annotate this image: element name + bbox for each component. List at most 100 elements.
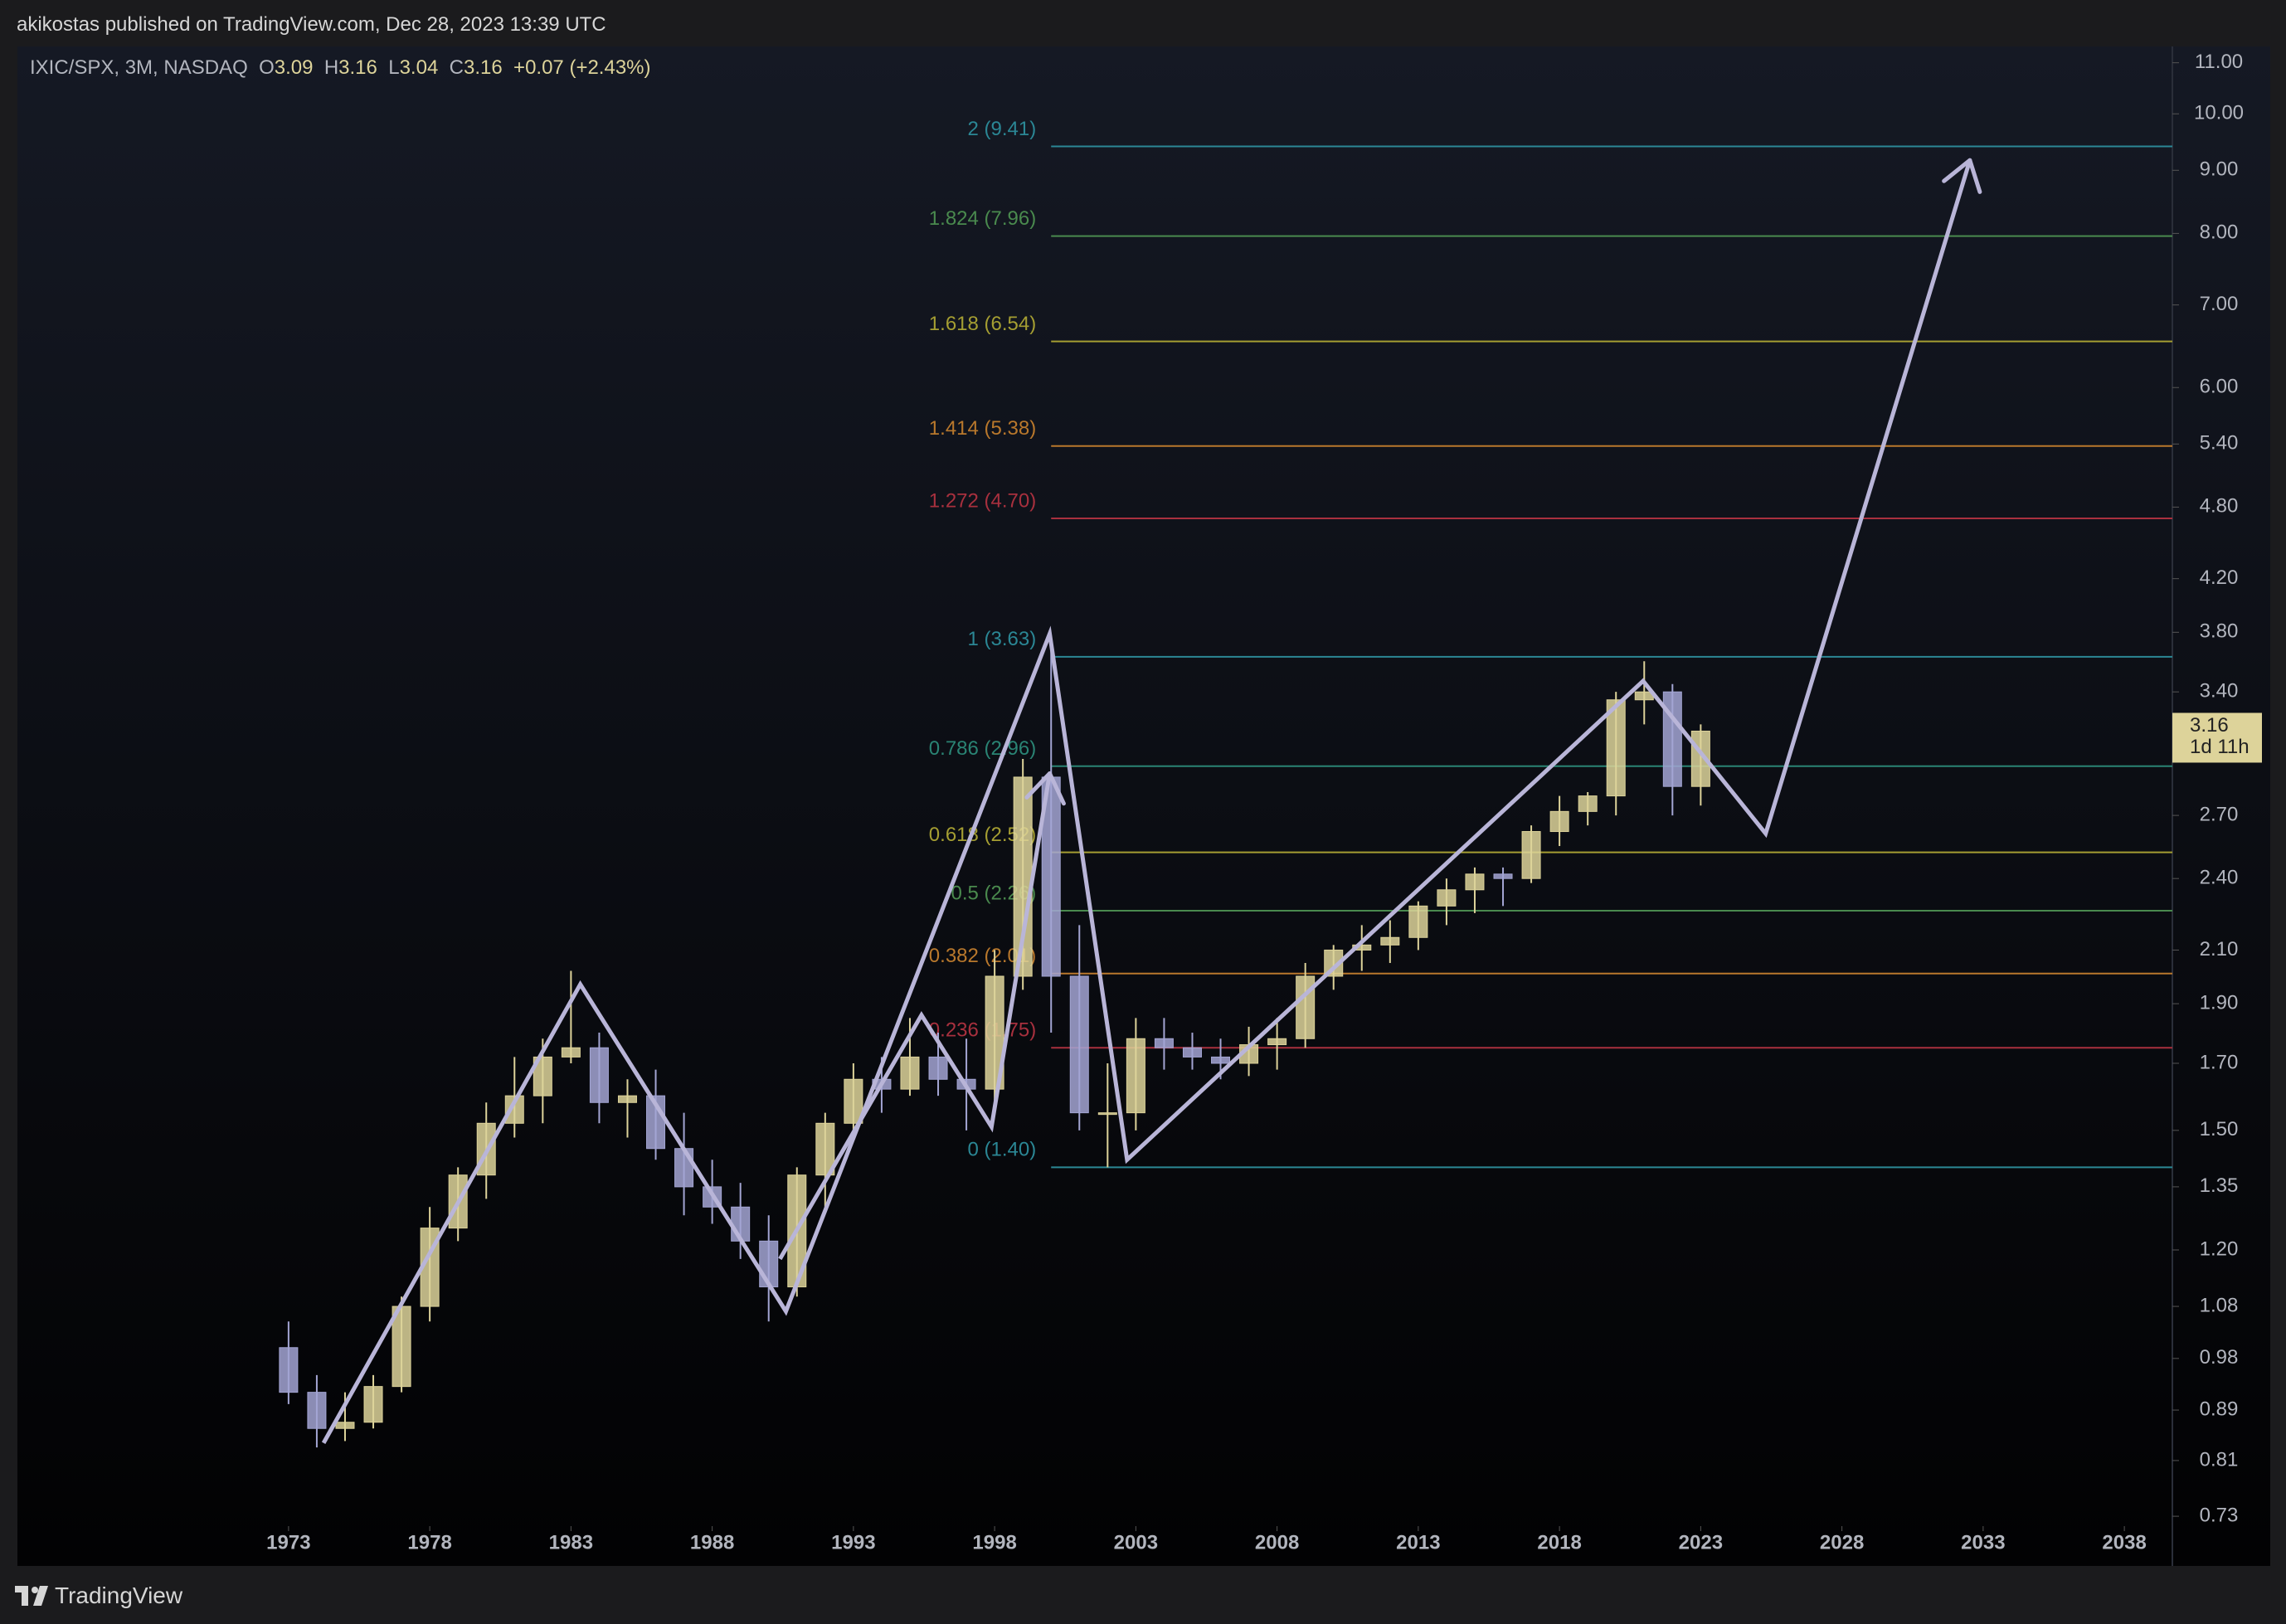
candle-body (1097, 1112, 1117, 1116)
candle-body (1549, 810, 1569, 833)
candle-body (1437, 889, 1457, 907)
x-tick-label: 2023 (1679, 1531, 1723, 1553)
x-tick-label: 1998 (972, 1531, 1016, 1553)
fib-level-label: 1.618 (6.54) (929, 313, 1036, 335)
legend: IXIC/SPX, 3M, NASDAQ O3.09 H3.16 L3.04 C… (30, 56, 651, 80)
x-tick-label: 2018 (1537, 1531, 1581, 1553)
candle-body (674, 1148, 694, 1188)
fib-level-label: 2 (9.41) (968, 118, 1037, 140)
y-tick-label: 5.40 (2200, 432, 2239, 455)
candle-body (928, 1056, 948, 1080)
x-tick-label: 1993 (831, 1531, 875, 1553)
candle-body (279, 1347, 299, 1393)
y-tick-label: 4.20 (2200, 566, 2239, 589)
candle-body (1408, 905, 1428, 938)
x-tick-label: 2028 (1820, 1531, 1864, 1553)
candle-body (1182, 1047, 1202, 1058)
candle-body (1069, 975, 1089, 1114)
y-tick-label: 1.08 (2200, 1294, 2239, 1316)
y-tick-label: 6.00 (2200, 376, 2239, 398)
y-tick-label: 0.81 (2200, 1448, 2239, 1471)
candle-body (561, 1047, 581, 1058)
y-tick-label: 0.73 (2200, 1504, 2239, 1526)
x-tick-label: 2038 (2102, 1531, 2146, 1553)
candle-body (533, 1056, 552, 1096)
candle-body (589, 1047, 609, 1103)
y-tick-label: 9.00 (2200, 158, 2239, 181)
x-tick-label: 2008 (1255, 1531, 1299, 1553)
legend-field-value: 3.04 (399, 56, 439, 79)
x-tick-label: 2003 (1114, 1531, 1158, 1553)
arrow-head (1024, 771, 1053, 800)
candle-body (1521, 831, 1541, 879)
countdown-label: 1d 11h (2190, 736, 2250, 758)
candle-body (1493, 873, 1513, 879)
arrow-head (1967, 158, 1982, 194)
legend-change-pct: (+2.43%) (569, 56, 651, 79)
brand-name: TradingView (55, 1583, 183, 1608)
legend-field-value: 3.16 (338, 56, 377, 79)
publish-text: akikostas published on TradingView.com, … (17, 13, 606, 36)
fib-level-label: 0.786 (2.96) (929, 737, 1036, 760)
y-tick-label: 1.70 (2200, 1051, 2239, 1073)
y-tick-label: 3.40 (2200, 680, 2239, 703)
candle-body (1380, 936, 1400, 946)
y-tick-label: 7.00 (2200, 293, 2239, 315)
y-tick-label: 1.90 (2200, 991, 2239, 1014)
legend-field-label: C (449, 56, 464, 79)
legend-field-value: 3.16 (463, 56, 503, 79)
fib-level-label: 0 (1.40) (968, 1139, 1037, 1161)
footer: TradingView (0, 1568, 2286, 1624)
y-tick-label: 0.98 (2200, 1346, 2239, 1369)
y-tick-label: 10.00 (2194, 102, 2244, 124)
last-price-tag (2172, 712, 2262, 763)
arrow-head (1942, 158, 1972, 183)
candle-body (844, 1078, 863, 1124)
legend-field-label: H (323, 56, 339, 79)
fib-level-label: 1.824 (7.96) (929, 207, 1036, 230)
candle-body (900, 1056, 920, 1090)
y-tick-label: 1.35 (2200, 1174, 2239, 1197)
y-tick-label: 2.10 (2200, 938, 2239, 960)
y-tick-label: 2.70 (2200, 803, 2239, 825)
candle-body (1465, 873, 1485, 891)
fib-level-label: 1.272 (4.70) (929, 489, 1036, 512)
x-tick-label: 1973 (266, 1531, 310, 1553)
candle-body (363, 1386, 383, 1423)
candle-body (1578, 795, 1598, 812)
candle-body (1606, 699, 1626, 797)
trend-drawing (778, 773, 1052, 1261)
candle-body (1352, 944, 1372, 951)
chart-background (17, 46, 2270, 1566)
legend-field-label: L (388, 56, 400, 79)
y-tick-label: 1.50 (2200, 1118, 2239, 1140)
x-tick-label: 1988 (690, 1531, 734, 1553)
legend-field-value: 3.09 (274, 56, 314, 79)
y-tick-label: 2.40 (2200, 867, 2239, 889)
y-tick-label: 8.00 (2200, 221, 2239, 244)
trend-drawing (321, 159, 1972, 1444)
legend-change: +0.07 (513, 56, 564, 79)
candle-body (985, 975, 1004, 1090)
fib-level-label: 0.236 (1.75) (929, 1019, 1036, 1042)
candle-body (1296, 975, 1316, 1039)
y-tick-label: 3.80 (2200, 620, 2239, 643)
legend-field-label: O (259, 56, 275, 79)
candle-body (617, 1095, 637, 1103)
candle-body (307, 1392, 327, 1429)
candle-body (504, 1095, 524, 1124)
candle-body (759, 1240, 779, 1288)
candle-body (1126, 1038, 1145, 1114)
x-tick-label: 1978 (407, 1531, 451, 1553)
last-price-label: 3.16 (2190, 714, 2229, 737)
y-tick-label: 1.20 (2200, 1237, 2239, 1260)
candle-body (1211, 1056, 1231, 1064)
fib-level-label: 1 (3.63) (968, 628, 1037, 650)
candle-body (1154, 1038, 1174, 1048)
y-tick-label: 0.89 (2200, 1398, 2239, 1420)
y-tick-label: 4.80 (2200, 495, 2239, 518)
candle-body (1662, 691, 1682, 787)
x-tick-label: 1983 (549, 1531, 593, 1553)
